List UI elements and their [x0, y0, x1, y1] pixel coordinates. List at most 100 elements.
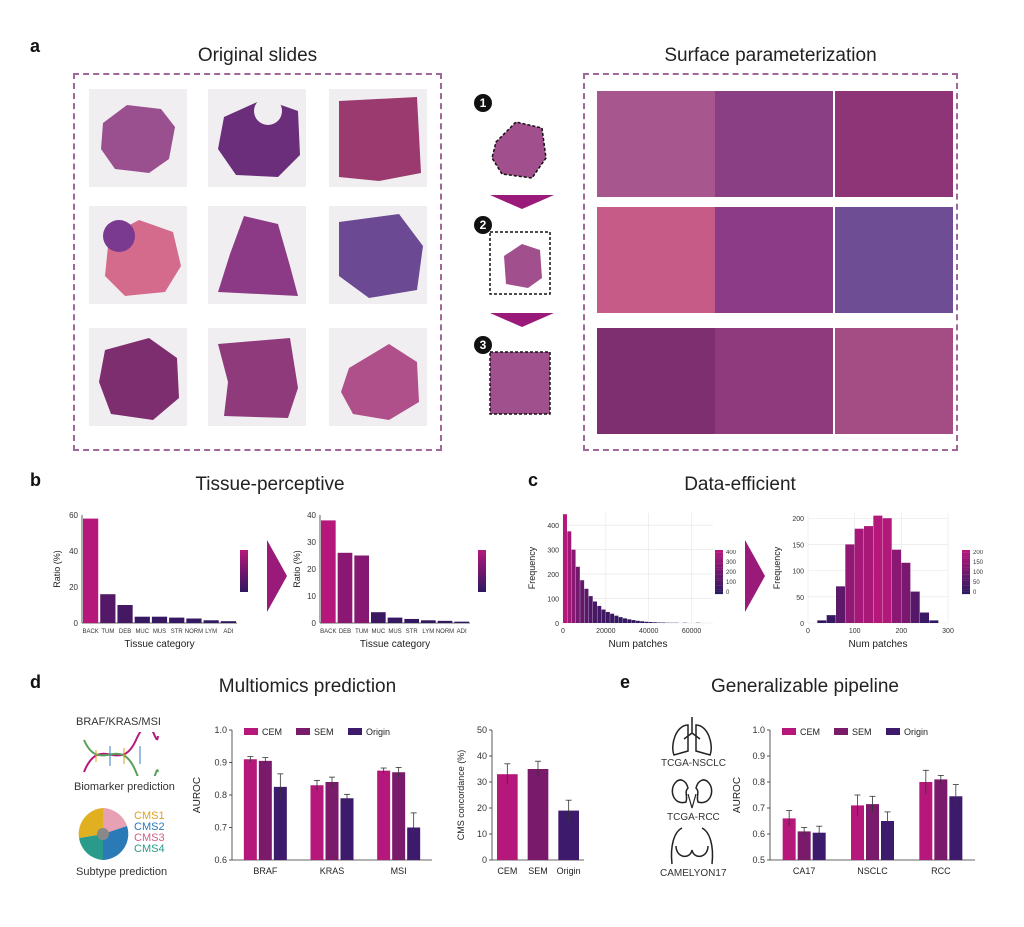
bar-sem: [392, 772, 406, 860]
original-slide: [89, 89, 187, 187]
bar: [100, 594, 116, 623]
y-tick-label: 0.8: [214, 790, 227, 800]
colorbar-segment: [962, 554, 970, 557]
down-arrow-icon: [490, 313, 554, 327]
histogram-bar: [605, 612, 610, 623]
patch-histogram-before: 0 100 200 300 400 0 20000 40000 60000 Num patches…: [527, 513, 713, 650]
histogram-bar: [854, 528, 864, 623]
x-tick-label: TUM: [355, 629, 368, 635]
x-tick-label: DEB: [339, 629, 351, 635]
legend-swatch: [782, 728, 796, 735]
histogram-bar: [864, 526, 874, 623]
right-arrow-icon: [267, 540, 287, 612]
original-slides-title: Original slides: [197, 45, 318, 66]
colorbar-segment: [962, 556, 970, 559]
colorbar-segment: [715, 589, 723, 592]
y-tick-label: 20: [69, 583, 78, 592]
x-tick-label: MUC: [371, 629, 385, 635]
step-3-badge: 3: [474, 336, 492, 354]
histogram-bar: [610, 613, 615, 623]
bar: [354, 555, 369, 623]
histogram-bar: [584, 588, 589, 623]
bar: [337, 552, 353, 623]
histogram-bar: [640, 621, 645, 623]
parameterized-slide: [835, 207, 953, 313]
bar: [83, 518, 99, 623]
y-tick-label: 0.8: [752, 777, 765, 787]
x-tick-label: BRAF: [253, 866, 278, 876]
x-tick-label: NSCLC: [857, 866, 888, 876]
y-tick-label: 40: [69, 547, 78, 556]
colorbar-segment: [715, 550, 723, 553]
tcga-rcc-label: TCGA-RCC: [667, 812, 720, 823]
colorbar-tick-label: 100: [726, 580, 737, 586]
kidney-icon: [671, 779, 713, 809]
original-slides-box: [73, 73, 442, 451]
y-tick-label: 20: [307, 565, 316, 574]
cms1-label: CMS1: [134, 810, 165, 822]
parameterized-slide: [835, 91, 953, 197]
colorbar-segment: [715, 572, 723, 575]
colorbar-tick-label: 300: [726, 560, 737, 566]
colorbar-tick-label: 400: [726, 550, 737, 556]
x-tick-label: BACK: [320, 629, 336, 635]
x-tick-label: NORM: [185, 629, 203, 635]
x-tick-label: MUC: [135, 629, 149, 635]
histogram-bar: [901, 562, 911, 623]
bar: [404, 618, 419, 623]
step-1-badge: 1: [474, 94, 492, 112]
y-tick-label: 0: [74, 619, 79, 628]
biomarker-auroc-chart: 0.6 0.7 0.8 0.9 1.0 AUROC BRAF KRAS MSI CEM SEM Ori…: [192, 725, 432, 876]
bar-origin: [340, 798, 354, 860]
panel-letter-c: c: [528, 470, 539, 490]
histogram-bar: [563, 514, 567, 623]
colorbar-segment: [715, 554, 723, 557]
x-tick-label: ADI: [223, 629, 233, 635]
bar-cem: [377, 770, 391, 860]
y-tick-label: 0: [482, 855, 487, 865]
x-tick-label: MSI: [391, 866, 407, 876]
y-axis-label: Frequency: [772, 546, 782, 589]
bar: [220, 621, 236, 623]
bar: [203, 620, 219, 623]
bar: [421, 620, 436, 623]
x-tick-label: BACK: [82, 629, 98, 635]
x-axis-label: Tissue category: [124, 639, 194, 650]
y-axis-label: Frequency: [527, 546, 537, 589]
parameterized-slide: [597, 91, 715, 197]
parameterized-slide: [715, 328, 833, 434]
colorbar-c1: 400 300 200 100 0: [715, 550, 737, 596]
legend-label: CEM: [262, 727, 282, 737]
y-tick-label: 1.0: [214, 725, 227, 735]
histogram-bar: [644, 621, 649, 623]
bar: [497, 774, 518, 860]
x-tick-label: LYM: [422, 629, 434, 635]
bar: [437, 620, 453, 623]
x-tick-label: MUS: [388, 629, 401, 635]
y-tick-label: 200: [547, 572, 559, 579]
x-tick-label: MUS: [153, 629, 166, 635]
histogram-bar: [588, 596, 593, 623]
down-arrow-icon: [490, 195, 554, 209]
histogram-bar: [635, 620, 640, 623]
x-axis-label: Num patches: [609, 639, 668, 650]
colorbar-segment: [715, 591, 723, 595]
colorbar-segment: [962, 576, 970, 579]
bar-cem: [243, 759, 257, 860]
colorbar-segment: [715, 563, 723, 566]
colorbar-segment: [962, 578, 970, 581]
y-tick-label: 0.9: [752, 751, 765, 761]
x-tick-label: 0: [561, 628, 565, 635]
x-tick-label: 0: [806, 628, 810, 635]
colorbar-tick-label: 0: [973, 590, 977, 596]
bar: [186, 618, 202, 623]
bar: [321, 520, 336, 623]
colorbar-segment: [962, 550, 970, 553]
y-tick-label: 30: [307, 538, 316, 547]
legend-swatch: [348, 728, 362, 735]
x-tick-label: 300: [942, 628, 954, 635]
histogram-bar: [920, 612, 930, 623]
colorbar-c2: 200 150 100 50 0: [962, 550, 984, 596]
histogram-bar: [653, 622, 657, 623]
legend-label: SEM: [852, 727, 872, 737]
